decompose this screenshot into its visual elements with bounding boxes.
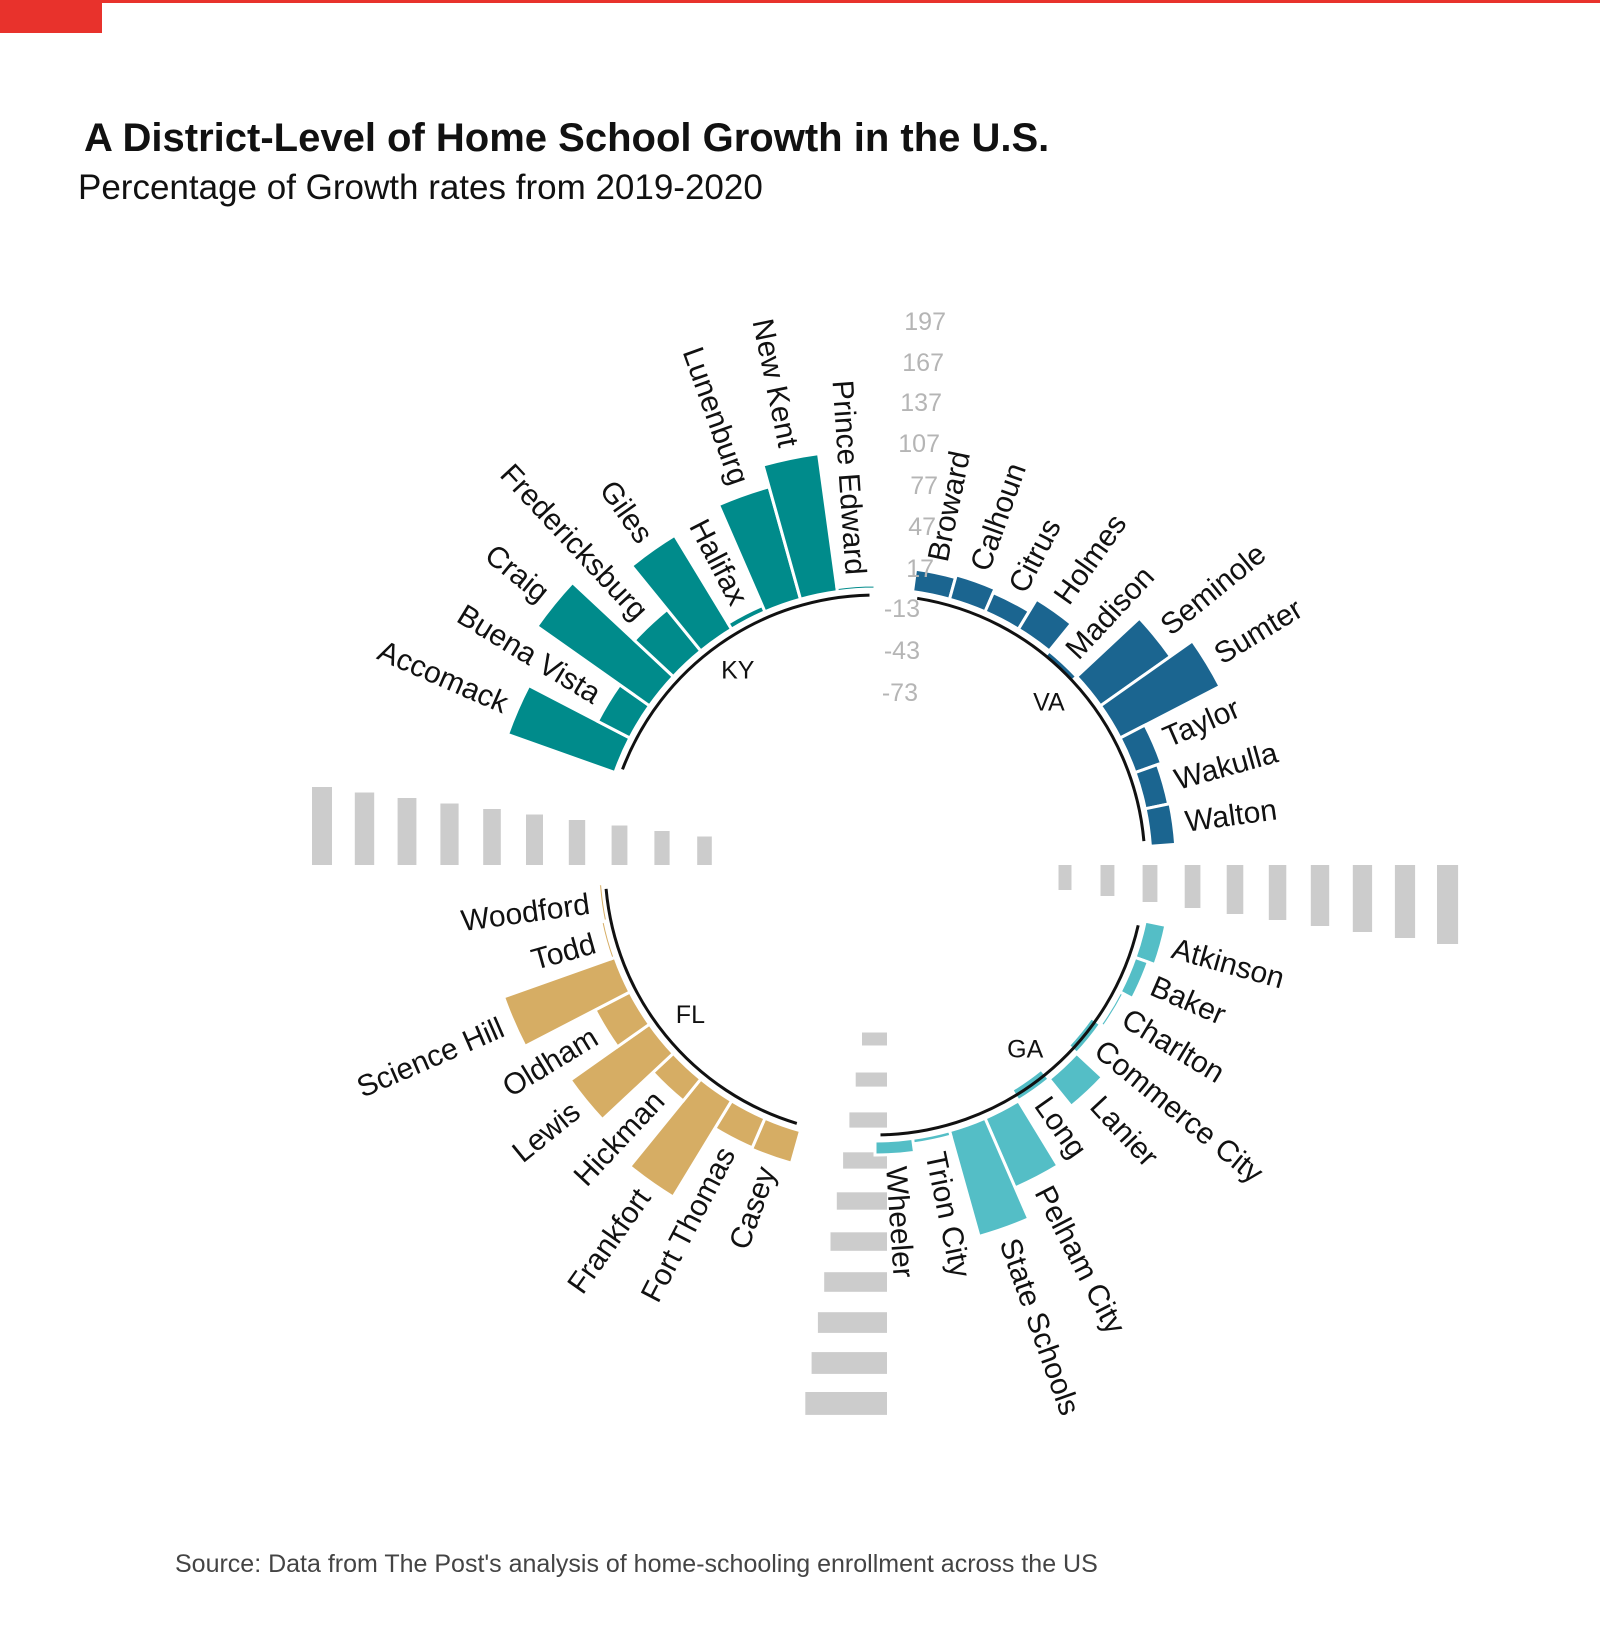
placeholder-bar <box>855 1072 887 1087</box>
placeholder-bar <box>440 803 459 865</box>
bar-ky-halifax <box>725 603 767 632</box>
top-accent-line <box>0 0 1600 3</box>
placeholder-bar <box>397 798 417 865</box>
bar-label: Lunenburg <box>676 343 755 489</box>
bar-ga-baker <box>1118 955 1151 1001</box>
group-arc-fl <box>604 888 798 1125</box>
bar-fl-woodford <box>596 881 610 924</box>
group-arc-ky <box>621 593 870 770</box>
group-label-va: VA <box>1033 689 1065 717</box>
bar-label: Walton <box>1183 793 1279 838</box>
placeholder-bar <box>526 814 543 865</box>
bar-va-wakulla <box>1133 762 1171 811</box>
placeholder-bar <box>1394 865 1416 938</box>
y-axis-ticks: 197 167 137 107 77 47 17 -13 -43 -73 <box>882 308 946 707</box>
y-tick-label: 17 <box>906 555 934 583</box>
y-tick-label: -13 <box>884 595 920 623</box>
bar-ga-charlton <box>1098 989 1126 1029</box>
bar-label: Sumter <box>1209 593 1309 671</box>
group-label-fl: FL <box>676 1001 705 1029</box>
placeholder-bar <box>654 831 670 865</box>
placeholder-bar <box>1100 865 1115 896</box>
y-tick-label: 167 <box>902 349 944 377</box>
placeholder-bar <box>312 787 332 865</box>
y-tick-label: 47 <box>908 513 936 541</box>
bar-ga-wheeler <box>873 1136 917 1157</box>
bar-fl-frankfort <box>627 1076 734 1200</box>
placeholder-bar <box>849 1112 887 1128</box>
placeholder-bar <box>1310 865 1330 926</box>
bar-layer <box>501 451 1223 1239</box>
placeholder-bar <box>568 820 586 865</box>
group-labels: KY VA GA FL <box>676 657 1065 1064</box>
placeholder-bar <box>1268 865 1287 920</box>
top-accent-box <box>0 0 102 33</box>
placeholder-bar <box>611 825 628 865</box>
placeholder-bar <box>805 1392 887 1415</box>
bar-ga-atkinson <box>1133 919 1168 967</box>
placeholder-bar <box>811 1352 887 1374</box>
bar-ky-craig <box>534 580 676 708</box>
chart-title: A District-Level of Home School Growth i… <box>84 116 1050 160</box>
bar-va-sumter <box>1098 638 1223 741</box>
placeholder-bar <box>1226 865 1244 914</box>
bar-ky-giles <box>629 533 734 654</box>
bar-ky-new-kent <box>761 451 840 602</box>
bar-label: Giles <box>593 475 659 550</box>
placeholder-bar <box>1437 865 1459 944</box>
y-tick-label: 107 <box>898 430 940 458</box>
bar-label: New Kent <box>746 316 805 451</box>
bar-label: Lewis <box>506 1095 586 1169</box>
bar-ky-prince-edward <box>835 583 877 594</box>
y-tick-label: -43 <box>884 637 920 665</box>
placeholder-bar <box>483 809 501 865</box>
bar-label: Woodford <box>459 888 592 938</box>
bar-ga-lanier <box>1047 1051 1105 1109</box>
bar-va-calhoun <box>947 573 997 614</box>
placeholder-bar <box>354 792 375 865</box>
bar-va-walton <box>1143 801 1178 848</box>
group-arcs <box>604 593 1146 1137</box>
bar-label: Wheeler <box>879 1165 920 1279</box>
placeholder-bar <box>836 1192 887 1210</box>
group-label-ky: KY <box>721 657 755 685</box>
chart-subtitle: Percentage of Growth rates from 2019-202… <box>78 168 763 207</box>
bar-va-holmes <box>1016 597 1074 654</box>
bar-label: Craig <box>479 538 555 609</box>
placeholder-bar <box>697 836 712 865</box>
group-label-ga: GA <box>1007 1036 1043 1064</box>
placeholder-bar <box>1142 865 1158 902</box>
bar-ga-state-schools <box>947 1116 1031 1239</box>
bar-label: Science Hill <box>352 1012 509 1105</box>
placeholder-bar <box>862 1032 887 1046</box>
y-tick-label: 197 <box>904 308 946 336</box>
placeholder-bar <box>817 1312 887 1333</box>
bar-fl-science-hill <box>501 955 632 1049</box>
y-tick-label: -73 <box>882 679 918 707</box>
placeholder-bar <box>1184 865 1201 908</box>
placeholder-bar <box>1058 865 1072 890</box>
bar-ky-accomack <box>505 683 632 775</box>
bar-fl-lewis <box>568 1022 676 1122</box>
bar-va-taylor <box>1118 723 1164 775</box>
placeholder-bar <box>824 1272 887 1292</box>
placeholder-bar <box>1352 865 1373 932</box>
bar-fl-todd <box>599 919 617 961</box>
y-tick-label: 77 <box>910 472 938 500</box>
placeholder-bars <box>312 787 1459 1415</box>
y-tick-label: 137 <box>900 389 942 417</box>
group-arc-ga <box>880 924 1140 1137</box>
group-arc-va <box>916 596 1146 842</box>
source-note: Source: Data from The Post's analysis of… <box>175 1550 1098 1578</box>
placeholder-bar <box>830 1232 887 1251</box>
bar-label: Broward <box>922 448 977 564</box>
